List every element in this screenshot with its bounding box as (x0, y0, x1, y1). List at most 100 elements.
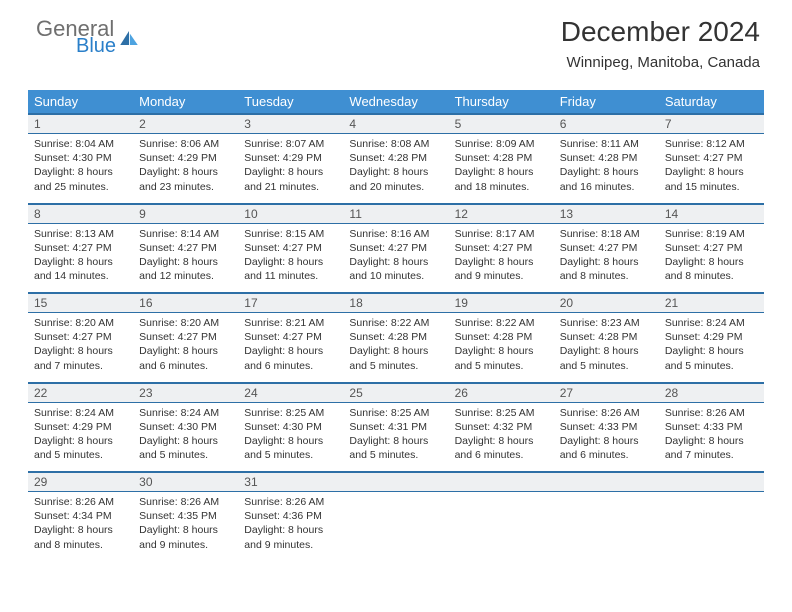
daylight-line: Daylight: 8 hours and 18 minutes. (455, 165, 548, 193)
daylight-line: Daylight: 8 hours and 5 minutes. (349, 344, 442, 372)
day-cell (449, 492, 554, 562)
day-number: 31 (238, 472, 343, 492)
day-number: 17 (238, 293, 343, 313)
day-cell: Sunrise: 8:17 AMSunset: 4:27 PMDaylight:… (449, 223, 554, 293)
day-number: 29 (28, 472, 133, 492)
sunrise-line: Sunrise: 8:22 AM (455, 316, 548, 330)
page-subtitle: Winnipeg, Manitoba, Canada (561, 54, 760, 71)
header: December 2024 Winnipeg, Manitoba, Canada (561, 16, 760, 71)
daylight-line: Daylight: 8 hours and 8 minutes. (560, 255, 653, 283)
day-number: 28 (659, 383, 764, 403)
day-cell: Sunrise: 8:15 AMSunset: 4:27 PMDaylight:… (238, 223, 343, 293)
sunset-line: Sunset: 4:29 PM (139, 151, 232, 165)
daylight-line: Daylight: 8 hours and 21 minutes. (244, 165, 337, 193)
sunrise-line: Sunrise: 8:26 AM (139, 495, 232, 509)
sunrise-line: Sunrise: 8:08 AM (349, 137, 442, 151)
week-row: Sunrise: 8:20 AMSunset: 4:27 PMDaylight:… (28, 313, 764, 383)
day-number: 21 (659, 293, 764, 313)
daynum-row: 293031 (28, 472, 764, 492)
sunrise-line: Sunrise: 8:23 AM (560, 316, 653, 330)
day-cell: Sunrise: 8:20 AMSunset: 4:27 PMDaylight:… (133, 313, 238, 383)
col-tuesday: Tuesday (238, 90, 343, 114)
day-number: 23 (133, 383, 238, 403)
sunrise-line: Sunrise: 8:24 AM (34, 406, 127, 420)
sunset-line: Sunset: 4:29 PM (244, 151, 337, 165)
col-saturday: Saturday (659, 90, 764, 114)
sunrise-line: Sunrise: 8:26 AM (665, 406, 758, 420)
sunrise-line: Sunrise: 8:20 AM (34, 316, 127, 330)
daylight-line: Daylight: 8 hours and 20 minutes. (349, 165, 442, 193)
day-cell: Sunrise: 8:25 AMSunset: 4:30 PMDaylight:… (238, 402, 343, 472)
daylight-line: Daylight: 8 hours and 5 minutes. (560, 344, 653, 372)
weekday-header-row: Sunday Monday Tuesday Wednesday Thursday… (28, 90, 764, 114)
daylight-line: Daylight: 8 hours and 15 minutes. (665, 165, 758, 193)
day-number: 9 (133, 204, 238, 224)
sunset-line: Sunset: 4:28 PM (349, 151, 442, 165)
daylight-line: Daylight: 8 hours and 11 minutes. (244, 255, 337, 283)
col-thursday: Thursday (449, 90, 554, 114)
sunrise-line: Sunrise: 8:26 AM (244, 495, 337, 509)
sunset-line: Sunset: 4:28 PM (455, 151, 548, 165)
day-cell: Sunrise: 8:24 AMSunset: 4:30 PMDaylight:… (133, 402, 238, 472)
day-cell: Sunrise: 8:22 AMSunset: 4:28 PMDaylight:… (343, 313, 448, 383)
day-cell: Sunrise: 8:26 AMSunset: 4:35 PMDaylight:… (133, 492, 238, 562)
daylight-line: Daylight: 8 hours and 12 minutes. (139, 255, 232, 283)
day-cell: Sunrise: 8:20 AMSunset: 4:27 PMDaylight:… (28, 313, 133, 383)
sunrise-line: Sunrise: 8:15 AM (244, 227, 337, 241)
sunrise-line: Sunrise: 8:25 AM (455, 406, 548, 420)
sunrise-line: Sunrise: 8:25 AM (349, 406, 442, 420)
day-cell: Sunrise: 8:16 AMSunset: 4:27 PMDaylight:… (343, 223, 448, 293)
daylight-line: Daylight: 8 hours and 10 minutes. (349, 255, 442, 283)
day-number: 15 (28, 293, 133, 313)
day-cell: Sunrise: 8:12 AMSunset: 4:27 PMDaylight:… (659, 134, 764, 204)
sail-icon (120, 31, 138, 45)
sunrise-line: Sunrise: 8:12 AM (665, 137, 758, 151)
sunrise-line: Sunrise: 8:22 AM (349, 316, 442, 330)
day-cell: Sunrise: 8:07 AMSunset: 4:29 PMDaylight:… (238, 134, 343, 204)
daylight-line: Daylight: 8 hours and 9 minutes. (244, 523, 337, 551)
sunset-line: Sunset: 4:29 PM (34, 420, 127, 434)
day-cell: Sunrise: 8:08 AMSunset: 4:28 PMDaylight:… (343, 134, 448, 204)
daylight-line: Daylight: 8 hours and 9 minutes. (455, 255, 548, 283)
daylight-line: Daylight: 8 hours and 8 minutes. (665, 255, 758, 283)
sunrise-line: Sunrise: 8:21 AM (244, 316, 337, 330)
logo-text-2: Blue (76, 36, 116, 56)
day-number: 7 (659, 114, 764, 134)
daylight-line: Daylight: 8 hours and 25 minutes. (34, 165, 127, 193)
day-number: 24 (238, 383, 343, 403)
sunset-line: Sunset: 4:36 PM (244, 509, 337, 523)
day-cell (659, 492, 764, 562)
day-number: 25 (343, 383, 448, 403)
week-row: Sunrise: 8:13 AMSunset: 4:27 PMDaylight:… (28, 223, 764, 293)
day-number: 22 (28, 383, 133, 403)
sunrise-line: Sunrise: 8:11 AM (560, 137, 653, 151)
col-wednesday: Wednesday (343, 90, 448, 114)
day-number (343, 472, 448, 492)
day-number: 10 (238, 204, 343, 224)
day-number: 14 (659, 204, 764, 224)
day-cell: Sunrise: 8:06 AMSunset: 4:29 PMDaylight:… (133, 134, 238, 204)
sunrise-line: Sunrise: 8:16 AM (349, 227, 442, 241)
day-cell: Sunrise: 8:25 AMSunset: 4:32 PMDaylight:… (449, 402, 554, 472)
sunset-line: Sunset: 4:34 PM (34, 509, 127, 523)
day-cell: Sunrise: 8:11 AMSunset: 4:28 PMDaylight:… (554, 134, 659, 204)
sunset-line: Sunset: 4:27 PM (349, 241, 442, 255)
sunrise-line: Sunrise: 8:09 AM (455, 137, 548, 151)
day-number: 3 (238, 114, 343, 134)
daynum-row: 1234567 (28, 114, 764, 134)
day-number: 11 (343, 204, 448, 224)
day-cell: Sunrise: 8:25 AMSunset: 4:31 PMDaylight:… (343, 402, 448, 472)
day-cell: Sunrise: 8:26 AMSunset: 4:34 PMDaylight:… (28, 492, 133, 562)
daynum-row: 891011121314 (28, 204, 764, 224)
daylight-line: Daylight: 8 hours and 7 minutes. (34, 344, 127, 372)
sunrise-line: Sunrise: 8:07 AM (244, 137, 337, 151)
sunrise-line: Sunrise: 8:17 AM (455, 227, 548, 241)
daylight-line: Daylight: 8 hours and 9 minutes. (139, 523, 232, 551)
sunset-line: Sunset: 4:27 PM (455, 241, 548, 255)
sunset-line: Sunset: 4:31 PM (349, 420, 442, 434)
daylight-line: Daylight: 8 hours and 5 minutes. (139, 434, 232, 462)
day-cell: Sunrise: 8:26 AMSunset: 4:33 PMDaylight:… (659, 402, 764, 472)
daylight-line: Daylight: 8 hours and 7 minutes. (665, 434, 758, 462)
sunset-line: Sunset: 4:27 PM (244, 241, 337, 255)
col-friday: Friday (554, 90, 659, 114)
